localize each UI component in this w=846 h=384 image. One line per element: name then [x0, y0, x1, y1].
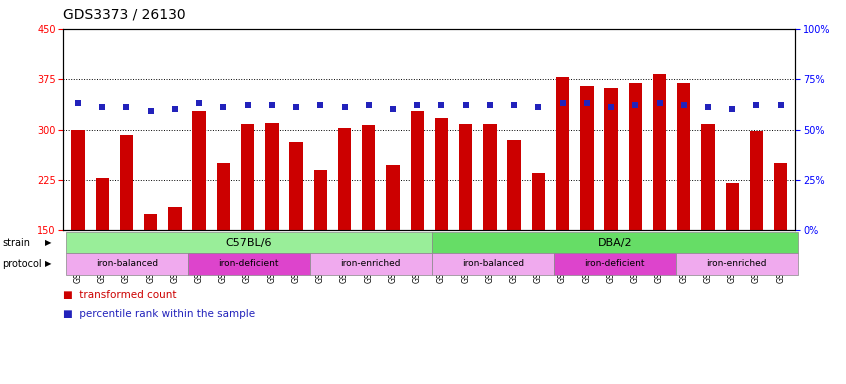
Point [387, 106, 400, 113]
Point [410, 102, 424, 108]
Point [508, 102, 521, 108]
Point [168, 106, 182, 113]
Bar [701, 124, 715, 230]
Bar [629, 83, 642, 230]
Point [701, 104, 715, 111]
Point [192, 100, 206, 106]
Bar [556, 77, 569, 230]
Point [241, 102, 255, 108]
Bar [265, 123, 278, 230]
Bar [580, 86, 594, 230]
Bar [362, 125, 376, 230]
Text: iron-enriched: iron-enriched [341, 260, 401, 268]
Point [677, 102, 690, 108]
Point [289, 104, 303, 111]
Bar [314, 170, 327, 230]
Text: iron-deficient: iron-deficient [218, 260, 279, 268]
Point [435, 102, 448, 108]
Point [531, 104, 545, 111]
Point [338, 104, 351, 111]
Text: ▶: ▶ [45, 260, 52, 268]
Bar [217, 163, 230, 230]
Text: iron-balanced: iron-balanced [96, 260, 158, 268]
Bar [677, 83, 690, 230]
Bar [144, 214, 157, 230]
Bar [289, 142, 303, 230]
Bar [532, 173, 545, 230]
Bar [483, 124, 497, 230]
Point [96, 104, 109, 111]
Bar [96, 178, 109, 230]
Point [144, 108, 157, 114]
Bar [193, 111, 206, 230]
Text: ■  transformed count: ■ transformed count [63, 290, 177, 300]
Point [629, 102, 642, 108]
Text: iron-deficient: iron-deficient [585, 260, 645, 268]
Point [119, 104, 133, 111]
Point [217, 104, 230, 111]
Point [580, 100, 594, 106]
Point [459, 102, 472, 108]
Text: iron-balanced: iron-balanced [462, 260, 524, 268]
Bar [168, 207, 182, 230]
Point [556, 100, 569, 106]
Bar [508, 140, 521, 230]
Text: GDS3373 / 26130: GDS3373 / 26130 [63, 7, 186, 21]
Point [653, 100, 667, 106]
Text: protocol: protocol [3, 259, 42, 269]
Bar [774, 163, 788, 230]
Bar [653, 74, 666, 230]
Point [604, 104, 618, 111]
Point [726, 106, 739, 113]
Bar [120, 135, 133, 230]
Bar [604, 88, 618, 230]
Point [314, 102, 327, 108]
Text: ▶: ▶ [45, 238, 52, 247]
Bar [726, 183, 739, 230]
Text: strain: strain [3, 238, 30, 248]
Bar [459, 124, 472, 230]
Point [774, 102, 788, 108]
Bar [387, 164, 399, 230]
Bar [435, 118, 448, 230]
Point [71, 100, 85, 106]
Text: iron-enriched: iron-enriched [706, 260, 767, 268]
Bar [410, 111, 424, 230]
Text: C57BL/6: C57BL/6 [226, 238, 272, 248]
Text: DBA/2: DBA/2 [597, 238, 632, 248]
Point [750, 102, 763, 108]
Text: ■  percentile rank within the sample: ■ percentile rank within the sample [63, 309, 255, 319]
Bar [750, 131, 763, 230]
Point [362, 102, 376, 108]
Bar [71, 129, 85, 230]
Bar [241, 124, 255, 230]
Point [265, 102, 278, 108]
Bar [338, 128, 351, 230]
Point [483, 102, 497, 108]
